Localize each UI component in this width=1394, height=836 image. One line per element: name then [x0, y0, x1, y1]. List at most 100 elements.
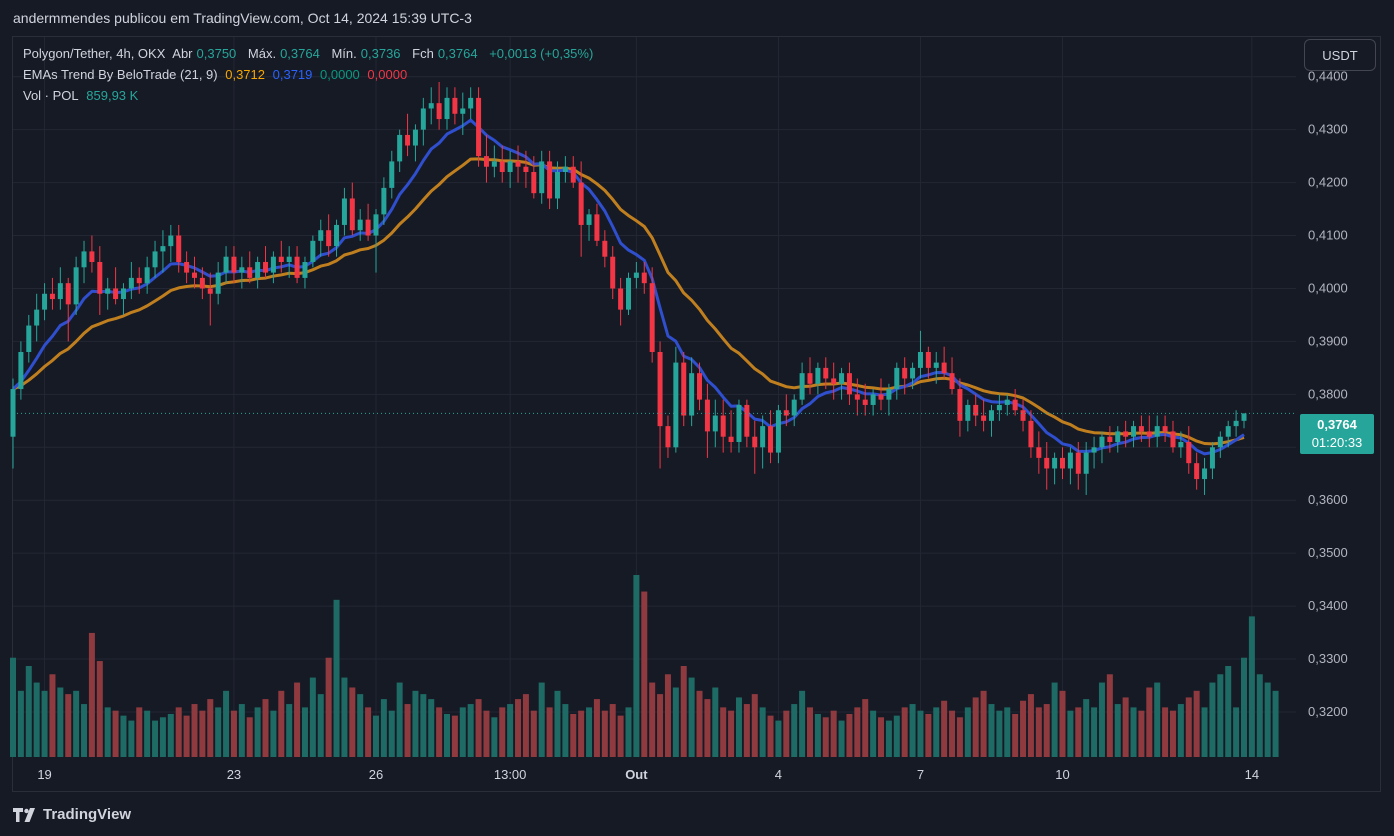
candle-body: [357, 219, 363, 231]
candle-body: [1115, 431, 1121, 442]
candle-body: [973, 404, 979, 416]
volume-bar: [791, 704, 798, 757]
currency-button[interactable]: USDT: [1304, 39, 1376, 71]
candle-body: [26, 325, 32, 352]
volume-bar: [112, 710, 119, 757]
volume-bar: [956, 717, 963, 757]
volume-bar: [775, 720, 782, 757]
volume-bar: [1138, 710, 1145, 757]
candle-body: [120, 288, 126, 300]
volume-bar: [1154, 682, 1161, 757]
candle-body: [460, 108, 466, 114]
volume-bar: [570, 713, 577, 757]
volume-bar: [1185, 697, 1192, 757]
volume-bar: [1256, 674, 1263, 757]
candle-body: [649, 283, 655, 352]
candle-body: [1099, 436, 1105, 448]
candle-body: [136, 277, 142, 284]
volume-bar: [230, 710, 237, 757]
candle-body: [310, 240, 316, 262]
volume-bar: [664, 674, 671, 757]
candle-body: [1217, 436, 1223, 448]
candle-body: [49, 293, 55, 300]
volume-bar: [1146, 687, 1153, 757]
legend-symbol[interactable]: Polygon/Tether, 4h, OKX: [23, 46, 166, 61]
candle-body: [768, 426, 774, 453]
candle-body: [334, 224, 340, 247]
candle-body: [957, 389, 963, 421]
candle-body: [397, 134, 403, 162]
volume-bar: [144, 710, 151, 757]
volume-bar: [1091, 707, 1098, 757]
volume-bar: [10, 657, 16, 757]
candle-body: [728, 436, 734, 442]
candle-body: [823, 367, 829, 379]
volume-bar: [215, 707, 222, 757]
candle-body: [294, 256, 300, 278]
candle-body: [278, 256, 284, 262]
volume-bar: [388, 710, 395, 757]
candle-body: [128, 277, 134, 289]
chart-frame[interactable]: [12, 36, 1381, 792]
candle-body: [539, 161, 545, 194]
candle-body: [1225, 426, 1231, 437]
candle-body: [152, 251, 158, 268]
last-price-tag: 0,3764 01:20:33: [1300, 414, 1374, 454]
volume-bar: [941, 700, 948, 757]
candle-body: [720, 415, 726, 437]
volume-bar: [1177, 704, 1184, 757]
candle-body: [602, 240, 608, 257]
candle-body: [160, 246, 166, 252]
volume-bar: [444, 713, 451, 757]
x-tick-label: 26: [369, 767, 383, 782]
candle-body: [57, 283, 63, 300]
candle-body: [255, 262, 261, 278]
candle-body: [215, 272, 221, 294]
volume-bar: [159, 717, 166, 757]
legend-volume-label[interactable]: Vol · POL: [23, 88, 79, 103]
candle-body: [1060, 457, 1066, 469]
x-tick-label: 14: [1245, 767, 1259, 782]
volume-bar: [396, 682, 403, 757]
volume-bar: [183, 715, 190, 757]
volume-bar: [546, 707, 553, 757]
candle-body: [168, 235, 174, 247]
tradingview-brand[interactable]: TradingView: [13, 806, 131, 823]
candle-body: [1233, 420, 1239, 427]
x-tick-label: 10: [1055, 767, 1069, 782]
volume-bar: [972, 697, 979, 757]
candle-body: [507, 161, 513, 172]
candle-body: [1138, 426, 1144, 432]
candle-body: [657, 352, 663, 427]
candle-body: [586, 214, 592, 225]
volume-bar: [933, 707, 940, 757]
volume-bar: [1162, 707, 1169, 757]
volume-bar: [349, 687, 356, 757]
candle-body: [10, 389, 16, 437]
legend-open-label: Abr: [172, 46, 193, 61]
y-tick-label: 0,3300: [1308, 651, 1348, 666]
candle-body: [199, 277, 205, 289]
volume-bar: [175, 707, 182, 757]
candle-body: [641, 272, 647, 284]
volume-bar: [491, 717, 498, 757]
legend-low: Mín. 0,3736: [331, 46, 404, 61]
volume-bar: [1075, 707, 1082, 757]
candle-body: [144, 267, 150, 284]
candle-body: [1052, 457, 1058, 469]
candle-body: [894, 367, 900, 390]
candle-body: [783, 410, 789, 416]
volume-bar: [893, 715, 900, 757]
legend-ema-name[interactable]: EMAs Trend By BeloTrade (21, 9): [23, 67, 218, 82]
candle-body: [870, 394, 876, 405]
volume-bar: [1122, 697, 1129, 757]
volume-bar: [372, 715, 379, 757]
candle-body: [263, 262, 269, 273]
candle-body: [491, 161, 497, 167]
candle-body: [697, 373, 703, 400]
candle-body: [775, 410, 781, 453]
volume-bar: [980, 690, 987, 757]
volume-bar: [1209, 682, 1216, 757]
volume-bar: [1193, 690, 1200, 757]
